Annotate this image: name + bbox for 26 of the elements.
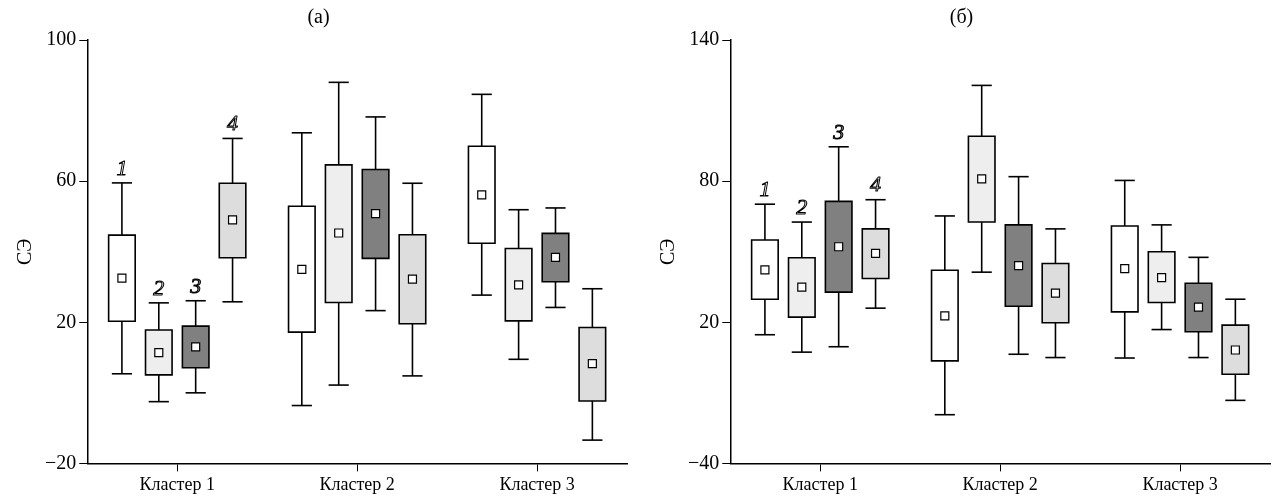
y-tick-label: −20 (45, 450, 77, 473)
series-label: 1 (759, 175, 771, 201)
y-tick-label: 100 (46, 27, 77, 50)
x-tick-label: Кластер 3 (499, 473, 575, 494)
x-tick-label: Кластер 1 (782, 473, 858, 494)
x-tick-label: Кластер 1 (139, 473, 215, 494)
y-tick-label: 20 (56, 309, 77, 332)
y-tick-label: 20 (699, 309, 720, 332)
chart-title: (б) (949, 5, 974, 29)
series-label: 2 (153, 274, 165, 300)
x-tick-label: Кластер 3 (1142, 473, 1218, 494)
y-axis-title: СЭ (656, 238, 679, 265)
y-tick-label: 80 (699, 168, 720, 191)
y-tick-label: 60 (56, 168, 77, 191)
series-label: 4 (870, 171, 882, 197)
x-tick-label: Кластер 2 (319, 473, 395, 494)
series-label: 2 (796, 193, 808, 219)
x-tick-label: Кластер 2 (962, 473, 1038, 494)
series-label: 3 (189, 272, 202, 298)
y-axis-title: СЭ (13, 238, 36, 265)
y-tick-label: −40 (688, 450, 720, 473)
y-tick-label: 140 (689, 27, 720, 50)
text: 1 (116, 154, 128, 180)
text: 3 (832, 118, 845, 144)
text: 4 (227, 110, 239, 136)
chart-title: (а) (307, 5, 330, 29)
